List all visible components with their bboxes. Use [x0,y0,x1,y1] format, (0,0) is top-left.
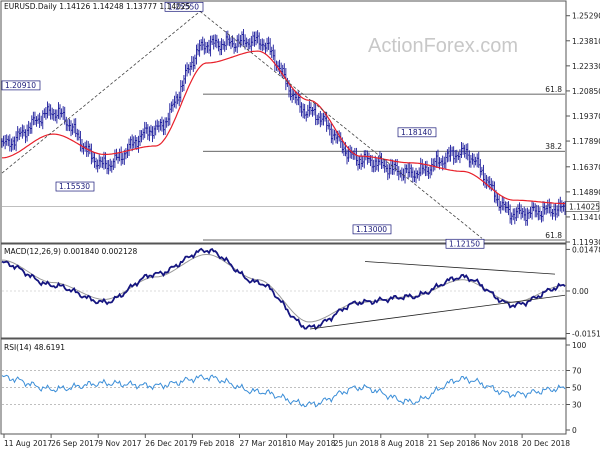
price-annotation-label: 1.15530 [59,182,90,191]
rsi-y-tick-label: 0 [572,426,577,435]
main-header: EURUSD.Daily 1.14126 1.14248 1.13777 1.1… [4,2,191,11]
price-annotation-box [397,127,437,138]
main-y-tick-label: 1.23810 [572,37,600,46]
main-y-tick-label: 1.11930 [572,238,600,247]
main-y-tick-label: 1.13410 [572,213,600,222]
main-y-tick-label: 1.14890 [572,188,600,197]
x-tick-label: 20 Dec 2018 [522,439,570,448]
x-tick-label: 21 Sep 2018 [428,439,476,448]
rsi-y-tick-label: 100 [572,341,587,350]
plot-layer [1,11,566,408]
fib-level-label: 38.2 [545,142,562,151]
macd-y-tick-label: -0.015107 [572,329,600,338]
rsi-line [1,374,566,408]
price-annotation-box [1,80,41,91]
fib-level-label: 61.8 [545,231,562,240]
grid-layer [2,15,570,438]
main-y-tick-label: 1.22330 [572,62,600,71]
main-y-tick-label: 1.25290 [572,12,600,21]
current-price-box [565,201,600,212]
downtrend-dashed-line [199,11,483,239]
price-annotation-label: 1.13000 [356,225,387,234]
main-panel-frame [0,0,567,244]
price-annotation-box [445,238,485,249]
macd-y-tick-label: 0.014786 [572,245,600,254]
x-tick-label: 27 Mar 2018 [240,439,288,448]
macd-upper-trendline [364,261,556,275]
moving-average-line [2,50,566,205]
x-tick-label: 9 Nov 2017 [98,439,141,448]
rsi-y-tick-label: 70 [572,367,582,376]
main-y-tick-label: 1.17890 [572,137,600,146]
price-annotation-label: 1.18140 [401,128,432,137]
rsi-y-tick-label: 50 [572,384,582,393]
x-tick-label: 8 Aug 2018 [381,439,424,448]
macd-signal-line [2,254,565,323]
macd-line [1,247,566,331]
rsi-header: RSI(14) 48.6191 [4,343,65,352]
x-tick-label: 6 Nov 2018 [475,439,518,448]
macd-lower-trendline [309,294,566,330]
current-price-label: 1.14025 [569,203,600,212]
macd-header: MACD(12,26,9) 0.001840 0.002128 [4,247,138,256]
main-y-tick-label: 1.16370 [572,163,600,172]
price-annotation-label: 1.25550 [168,2,199,11]
x-tick-label: 9 Feb 2018 [192,439,234,448]
main-y-tick-label: 1.20850 [572,87,600,96]
macd-y-tick-label: 0.00 [572,287,589,296]
price-annotation-label: 1.12150 [449,239,480,248]
x-tick-label: 26 Dec 2017 [145,439,193,448]
x-tick-label: 25 Jun 2018 [334,439,379,448]
watermark: ActionForex.com [368,35,518,57]
price-annotation-label: 1.20910 [5,81,36,90]
main-y-tick-label: 1.19370 [572,112,600,121]
price-annotation-box [55,181,95,192]
price-annotation-box [164,1,204,12]
rsi-y-tick-label: 30 [572,401,582,410]
x-tick-label: 26 Sep 2017 [51,439,99,448]
x-tick-label: 11 Aug 2017 [4,439,52,448]
price-annotation-box [352,224,392,235]
x-tick-label: 10 May 2018 [287,439,336,448]
fib-level-label: 61.8 [545,85,562,94]
rsi-panel-frame [0,338,567,435]
uptrend-dashed-line [1,11,201,174]
